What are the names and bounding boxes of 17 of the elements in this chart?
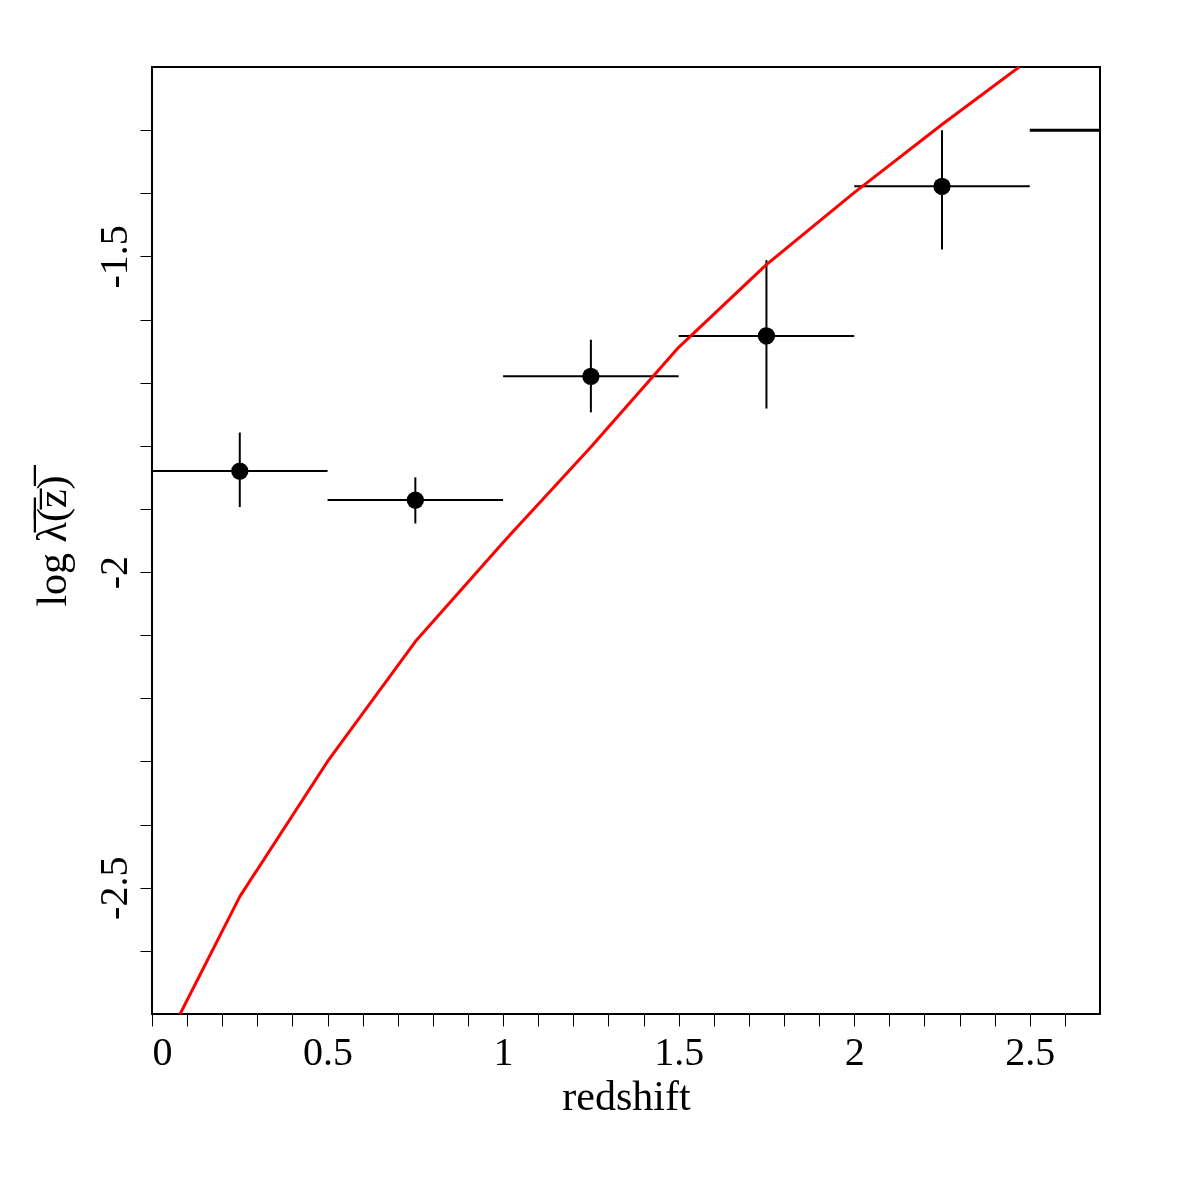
x-tick-label: 2 <box>844 1028 865 1074</box>
x-tick-label: 1 <box>493 1028 514 1074</box>
point <box>933 177 951 195</box>
x-tick-label: 2.5 <box>1005 1028 1056 1074</box>
point <box>757 327 776 345</box>
point <box>582 367 600 385</box>
y-tick-label: -2.5 <box>90 856 136 920</box>
x-axis-title: redshift <box>562 1072 691 1119</box>
point <box>406 491 424 509</box>
line-series <box>178 65 1021 1016</box>
y-tick-label: -2 <box>90 555 136 590</box>
y-axis-title: log λ̅(̅z̅)̅ <box>28 464 76 607</box>
y-tick-label: -1.5 <box>90 225 136 289</box>
x-tick-label: 1.5 <box>654 1028 705 1074</box>
point <box>231 462 249 480</box>
x-tick-label: 0.5 <box>303 1028 354 1074</box>
x-tick-label: 0 <box>152 1028 173 1074</box>
